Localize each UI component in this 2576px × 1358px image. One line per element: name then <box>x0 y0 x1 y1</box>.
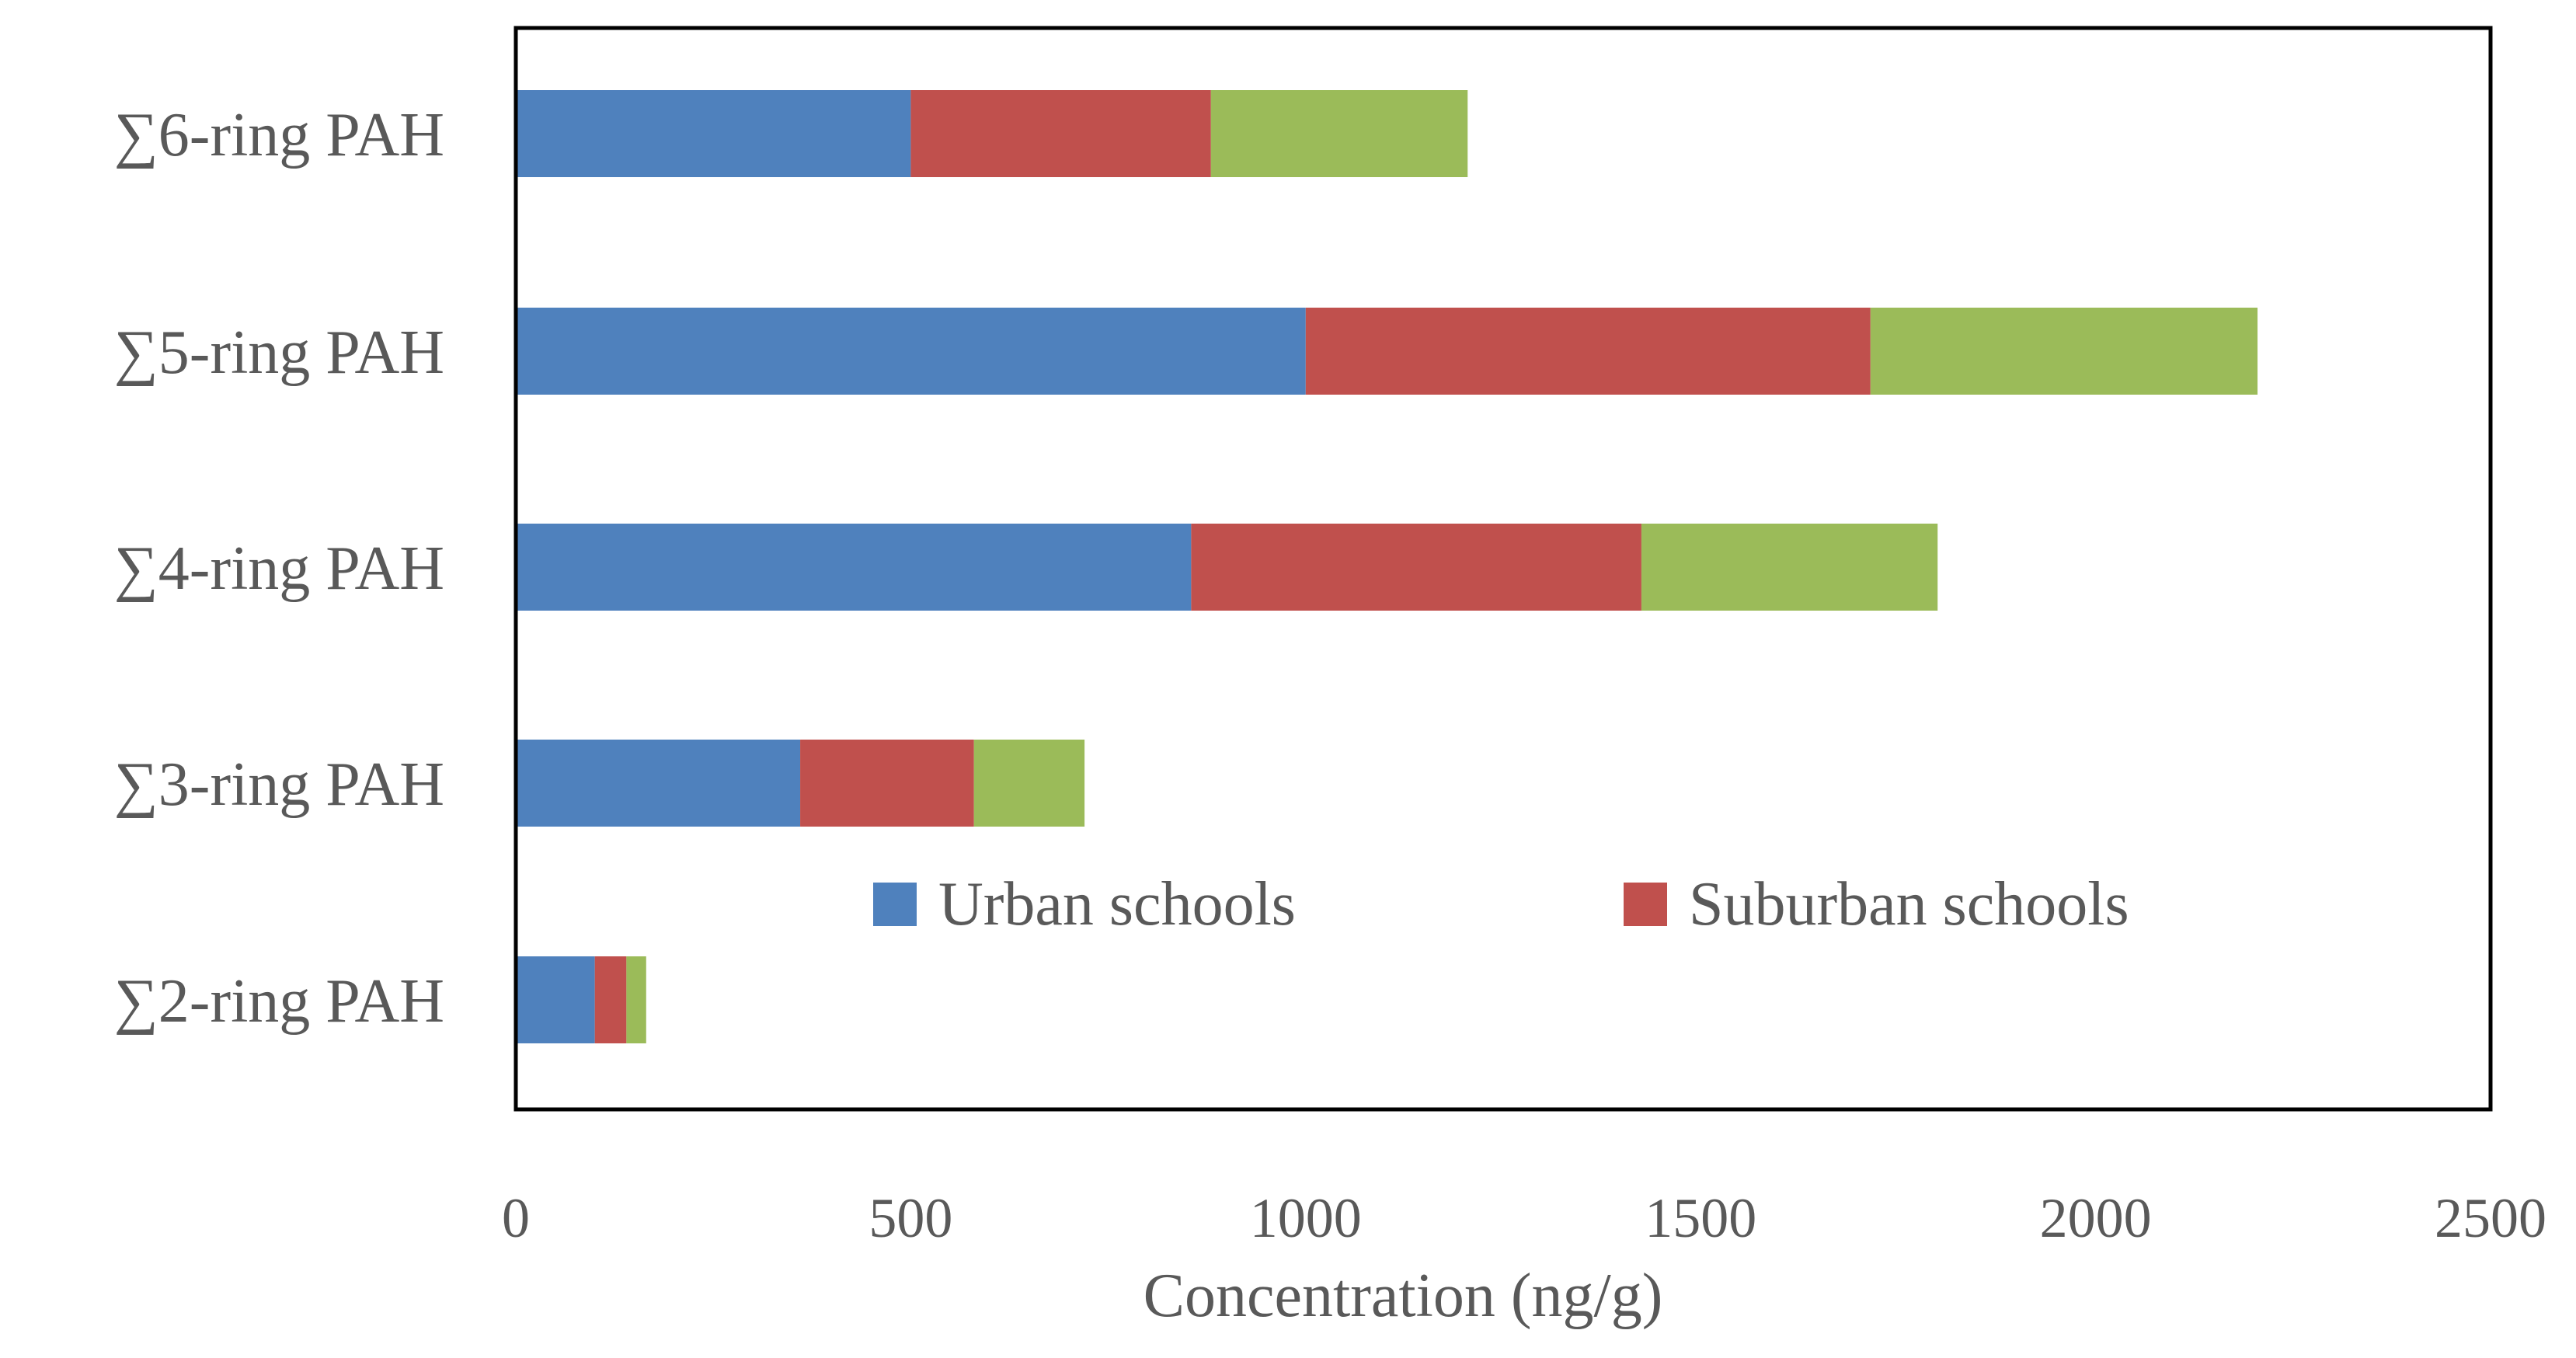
bar-6-ring-pah-series-1 <box>516 90 911 177</box>
x-tick-label-1500: 1500 <box>1645 1187 1756 1249</box>
legend-swatch-suburban-schools <box>1624 883 1667 926</box>
x-tick-label-0: 0 <box>502 1187 530 1249</box>
x-tick-label-1000: 1000 <box>1250 1187 1362 1249</box>
x-axis-title: Concentration (ng/g) <box>1144 1262 1663 1330</box>
category-label-2-ring-pah: ∑2-ring PAH <box>114 967 444 1036</box>
bar-3-ring-pah-series-1 <box>516 740 801 827</box>
legend-label-suburban-schools: Suburban schools <box>1689 870 2129 938</box>
bar-4-ring-pah-series-1 <box>516 524 1192 611</box>
bar-2-ring-pah-series-3 <box>626 956 646 1043</box>
legend-label-urban-schools: Urban schools <box>938 870 1296 938</box>
category-labels: ∑6-ring PAH ∑5-ring PAH ∑4-ring PAH ∑3-ring… <box>114 101 444 1036</box>
bar-5-ring-pah-series-3 <box>1870 308 2258 395</box>
legend-swatch-urban-schools <box>873 883 917 926</box>
bar-6-ring-pah-series-3 <box>1210 90 1468 177</box>
bar-3-ring-pah-series-2 <box>800 740 974 827</box>
x-tick-labels: 0 500 1000 1500 2000 2500 <box>502 1187 2546 1249</box>
x-tick-label-2000: 2000 <box>2040 1187 2152 1249</box>
bar-5-ring-pah-series-2 <box>1305 308 1871 395</box>
bar-4-ring-pah-series-2 <box>1191 524 1641 611</box>
bar-3-ring-pah-series-3 <box>973 740 1085 827</box>
bars-layer <box>516 90 2258 1043</box>
legend: Urban schools Suburban schools <box>873 870 2129 938</box>
bar-2-ring-pah-series-1 <box>516 956 595 1043</box>
bar-6-ring-pah-series-2 <box>910 90 1211 177</box>
category-label-5-ring-pah: ∑5-ring PAH <box>114 319 444 387</box>
bar-2-ring-pah-series-2 <box>594 956 627 1043</box>
category-label-4-ring-pah: ∑4-ring PAH <box>114 534 444 603</box>
plot-area-frame <box>513 26 2493 1112</box>
bar-4-ring-pah-series-3 <box>1641 524 1938 611</box>
category-label-6-ring-pah: ∑6-ring PAH <box>114 101 444 169</box>
x-tick-label-2500: 2500 <box>2435 1187 2546 1249</box>
x-tick-label-500: 500 <box>869 1187 952 1249</box>
category-label-3-ring-pah: ∑3-ring PAH <box>114 750 444 819</box>
bar-5-ring-pah-series-1 <box>516 308 1306 395</box>
